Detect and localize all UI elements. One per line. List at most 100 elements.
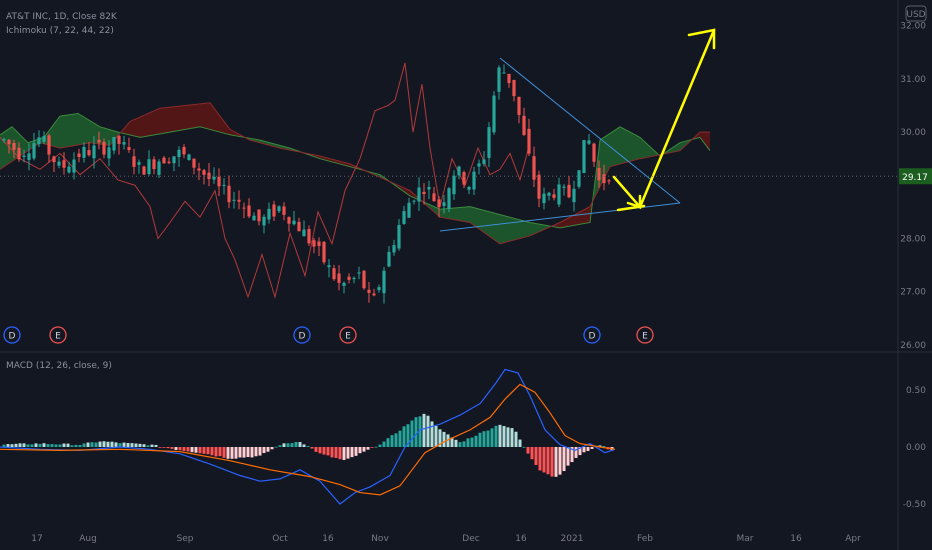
macd-histogram-bar-112 [450,437,454,447]
macd-histogram-bar-55 [222,447,226,458]
macd-histogram-bar-141 [566,447,570,466]
candle-body-80 [402,211,406,224]
macd-histogram-bar-70 [282,443,286,447]
macd-histogram-bar-93 [374,446,378,448]
candle-body-19 [97,139,101,143]
candle-body-9 [47,135,51,155]
candle-body-37 [187,154,191,160]
cloud-span-a [0,112,711,229]
macd-histogram-bar-129 [518,439,522,447]
macd-histogram-bar-40 [162,447,166,448]
ichimoku-lagging-span [0,62,531,299]
candle-body-13 [67,166,71,173]
macd-histogram-bar-19 [78,445,82,447]
macd-histogram-bar-100 [402,426,406,447]
candle-body-36 [182,146,186,155]
macd-histogram-bar-36 [146,445,150,447]
macd-histogram-bar-118 [474,435,478,447]
candle-body-105 [527,128,531,154]
candle-body-40 [202,170,206,175]
macd-histogram-bar-17 [70,445,74,447]
event-label-3: E [345,332,351,342]
currency-badge-box[interactable] [905,5,927,22]
macd-histogram-bar-94 [378,444,382,447]
candle-body-114 [572,188,576,203]
candle-body-93 [467,186,471,190]
event-marker-3 [339,326,357,344]
macd-histogram-bar-117 [470,437,474,447]
candle-body-64 [322,241,326,263]
candle-body-11 [57,161,61,166]
current-price-badge [899,168,932,185]
macd-histogram-bar-106 [426,415,430,447]
candle-body-35 [177,149,181,157]
macd-histogram-bar-64 [258,447,262,456]
candle-body-38 [192,158,196,168]
event-marker-2 [293,326,311,344]
macd-tick-1: 0.00 [906,443,926,453]
macd-histogram-bar-74 [298,442,302,447]
macd-axis: 0.50 0.00 -0.50 [903,386,927,510]
candle-body-120 [602,174,606,184]
macd-histogram-bar-105 [422,413,426,447]
candle-body-46 [232,199,236,201]
time-tick-4: 16 [322,534,334,544]
candle-body-88 [442,202,446,206]
candle-body-111 [557,184,561,205]
candle-body-3 [17,147,21,160]
current-price-label: 29.17 [902,173,928,183]
macd-histogram-bar-138 [554,447,558,477]
candle-body-10 [52,156,56,163]
macd-histogram-bar-150 [602,446,606,447]
candle-body-48 [242,207,246,209]
candle-body-67 [337,273,341,283]
candle-body-81 [407,202,411,218]
time-tick-0: 17 [31,534,42,544]
macd-histogram-bar-29 [118,443,122,447]
candle-body-70 [352,277,356,280]
candle-body-43 [217,176,221,187]
candle-body-73 [367,289,371,293]
macd-histogram-bar-5 [22,443,26,447]
candle-body-116 [582,140,586,174]
macd-histogram-bar-12 [50,444,54,447]
macd-histogram-bar-147 [590,447,594,449]
candle-body-84 [422,191,426,195]
macd-histogram-bar-146 [586,447,590,451]
macd-histogram-bar-142 [570,447,574,463]
candle-body-23 [117,135,121,144]
macd-histogram-bar-75 [302,444,306,447]
candle-body-78 [392,245,396,253]
macd-histogram-bar-71 [286,443,290,447]
candle-body-106 [532,156,536,180]
macd-histogram-bar-126 [506,427,510,447]
macd-histogram-bar-133 [534,447,538,465]
macd-histogram-bar-60 [242,447,246,458]
macd-histogram-bar-33 [134,443,138,447]
macd-histogram-bar-103 [414,417,418,447]
time-tick-11: 16 [790,534,802,544]
candle-body-89 [447,188,451,209]
macd-histogram-bar-27 [110,441,114,447]
macd-histogram-bar-85 [342,447,346,460]
time-tick-1: Aug [79,534,97,544]
macd-histogram-bar-73 [294,442,298,447]
macd-histogram-bar-59 [238,447,242,458]
currency-badge[interactable]: USD [906,10,925,20]
event-label-5: E [642,332,648,342]
macd-histogram-bar-111 [446,434,450,447]
macd-histogram-bar-135 [542,447,546,473]
macd-histogram-bar-14 [58,444,62,447]
macd-histogram-bar-16 [66,443,70,447]
candle-body-60 [302,229,306,237]
macd-histogram-bar-54 [218,447,222,457]
macd-histogram-bar-95 [382,441,386,447]
price-tick-1: 31.00 [900,75,926,85]
candle-body-53 [267,208,271,220]
candle-body-107 [537,174,541,199]
candle-body-54 [272,204,276,217]
time-tick-10: Mar [737,534,754,544]
macd-histogram-bar-97 [390,435,394,447]
candle-body-2 [12,142,16,150]
price-tick-4: 27.00 [900,288,926,298]
